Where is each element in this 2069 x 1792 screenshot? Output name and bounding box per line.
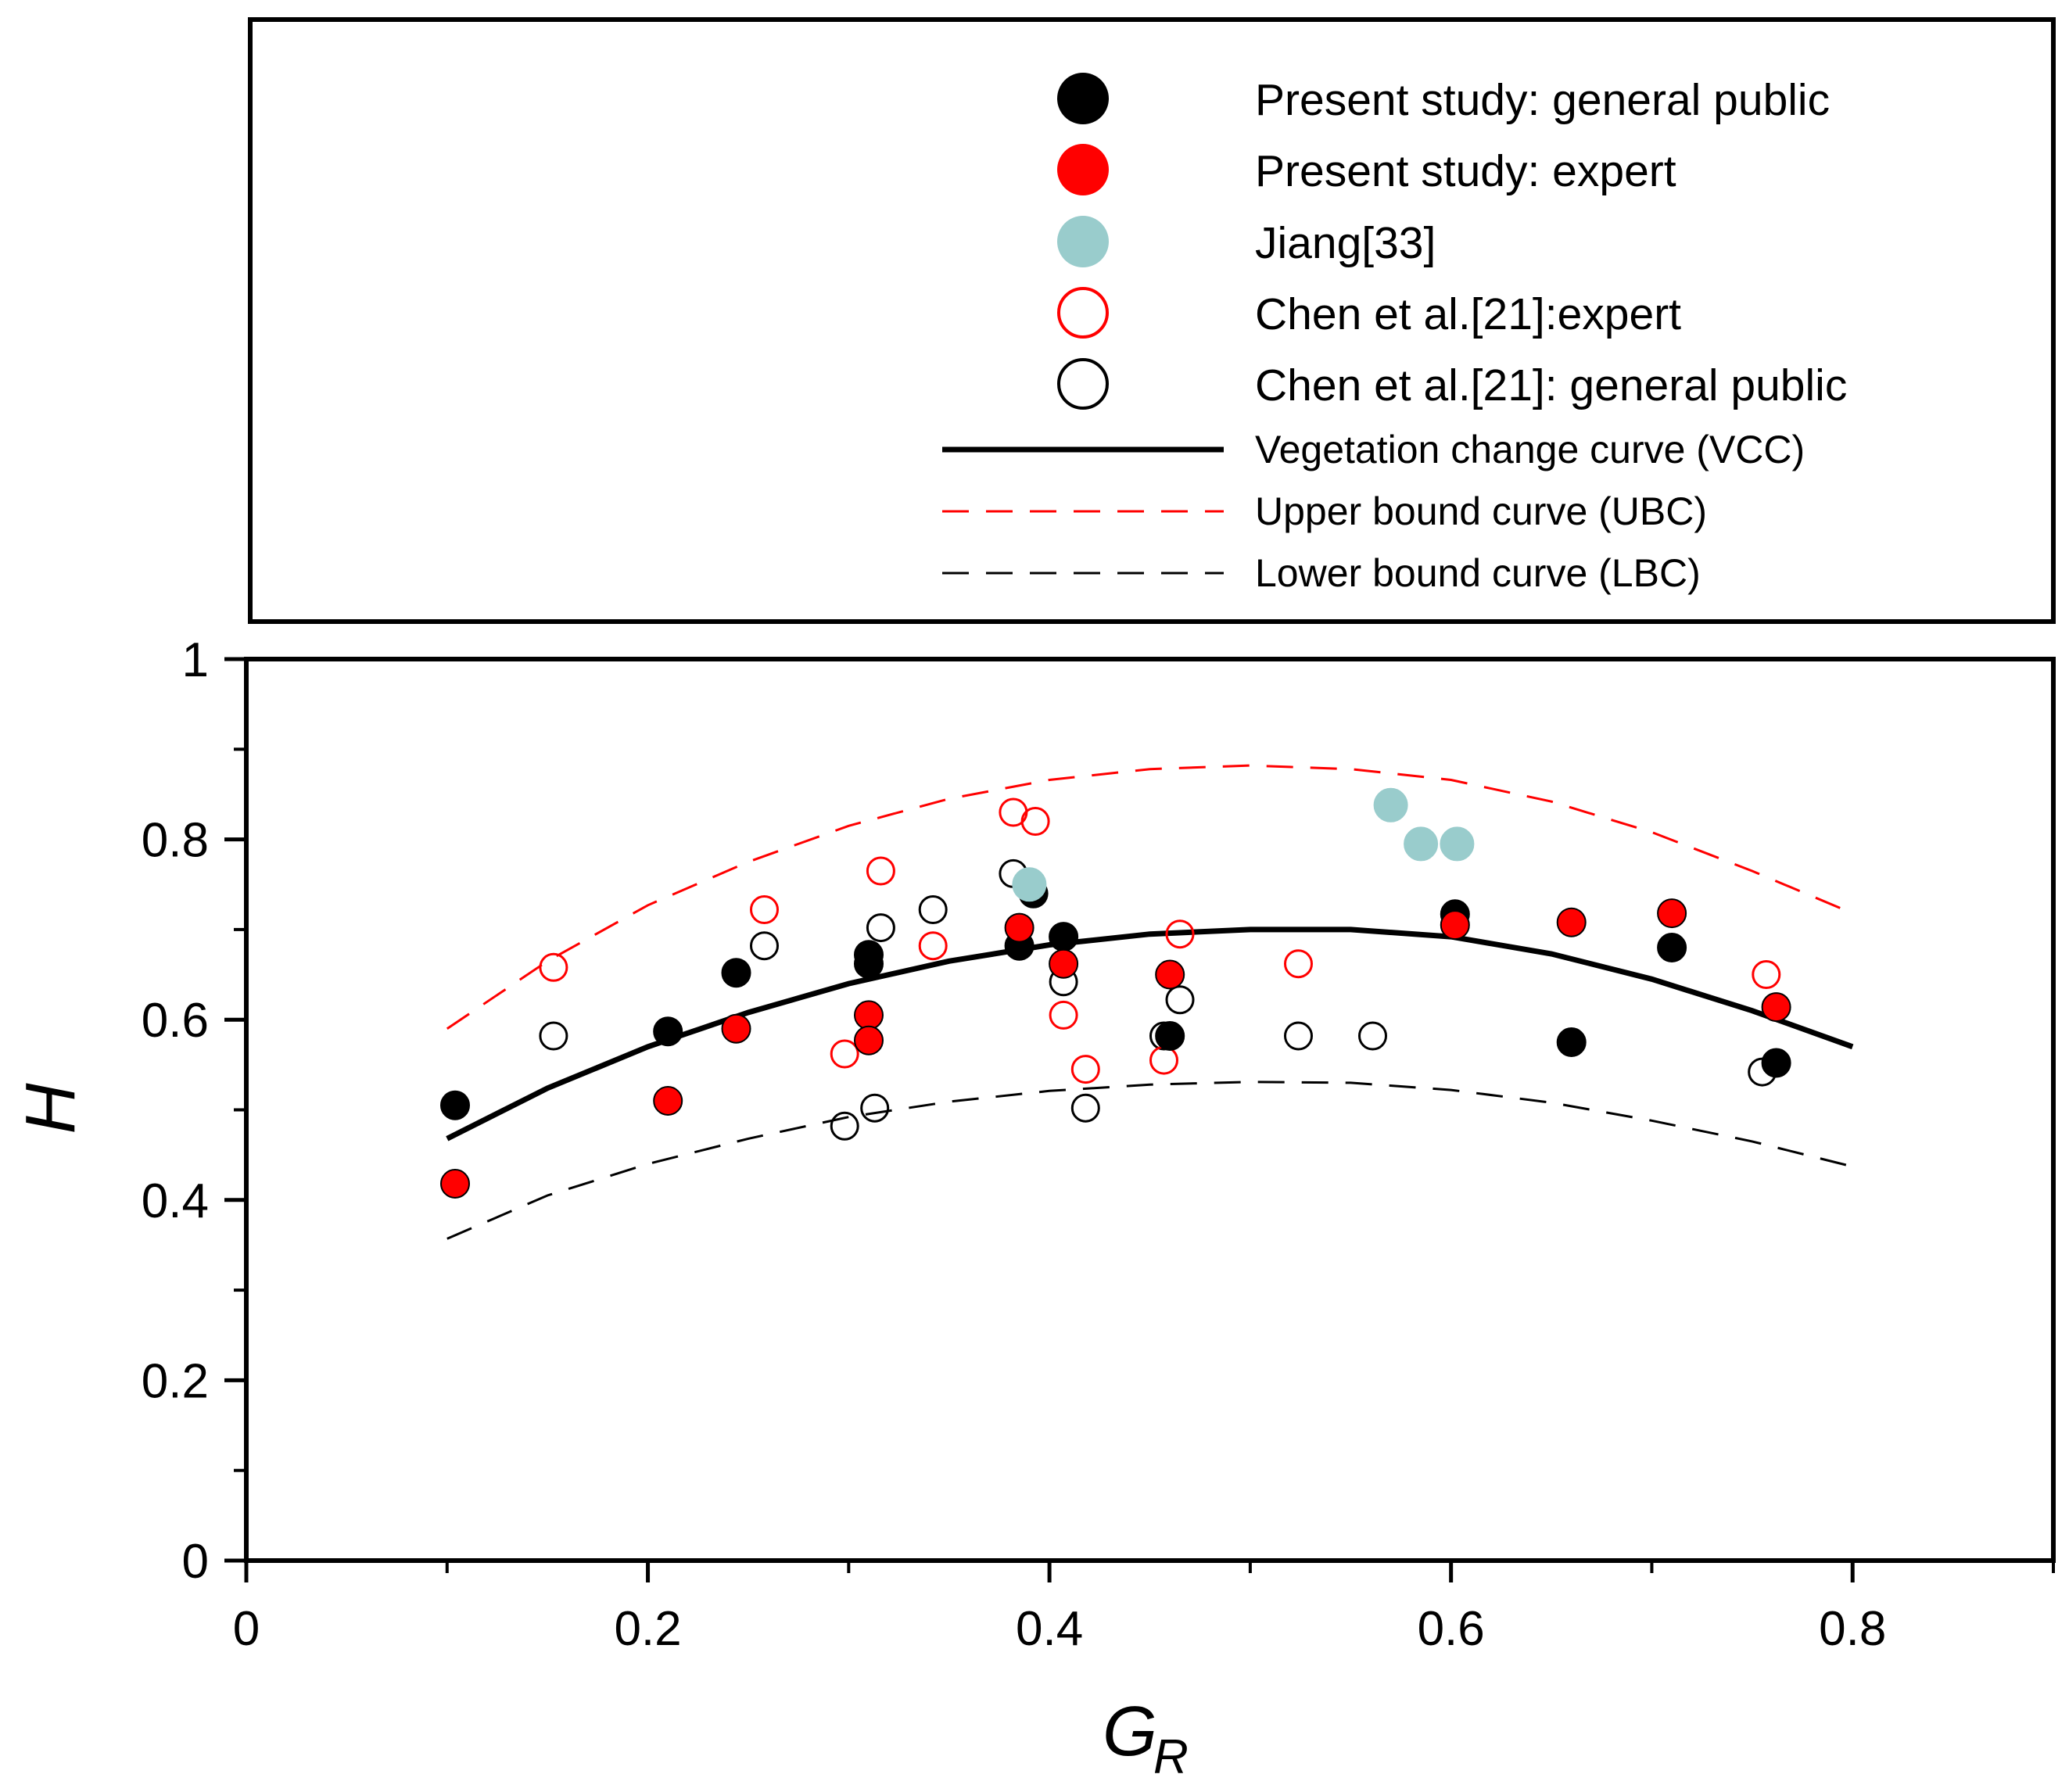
y-tick-label-3: 0.6 <box>142 994 209 1048</box>
y-tick-label-4: 0.8 <box>142 814 209 868</box>
legend-marker-present-expert <box>1057 144 1109 195</box>
legend-marker-present-general <box>1057 73 1109 124</box>
legend-label-jiang: Jiang[33] <box>1255 218 1436 268</box>
point-present-study-expert-10 <box>1657 898 1687 929</box>
point-present-study-general-public-8 <box>1155 1021 1185 1051</box>
y-tick-label-5: 1 <box>182 633 209 687</box>
point-chen-et-al-21-general-public-12 <box>1358 1021 1387 1051</box>
point-present-study-expert-11 <box>1761 992 1791 1023</box>
tick-labels: 0 0.2 0.4 0.6 0.8 0 0.2 0.4 0.6 0.8 1 <box>142 633 1887 1656</box>
point-present-study-general-public-10 <box>1556 1027 1587 1057</box>
plot-area: 0 0.2 0.4 0.6 0.8 0 0.2 0.4 0.6 0.8 1 <box>142 633 2056 1656</box>
point-chen-et-al-21-expert-10 <box>1165 919 1195 949</box>
y-tick-label-1: 0.2 <box>142 1354 209 1408</box>
point-chen-et-al-21-expert-4 <box>918 931 948 961</box>
y-axis-title: H <box>12 1083 90 1134</box>
y-tick-label-0: 0 <box>182 1535 209 1589</box>
point-jiang-33-0 <box>1012 867 1047 902</box>
legend-label-lbc: Lower bound curve (LBC) <box>1255 551 1701 595</box>
point-chen-et-al-21-expert-1 <box>750 895 779 924</box>
point-chen-et-al-21-expert-2 <box>830 1039 859 1069</box>
point-jiang-33-1 <box>1373 787 1408 823</box>
legend-label-chen-expert: Chen et al.[21]:expert <box>1255 289 1681 339</box>
point-present-study-general-public-4 <box>854 948 884 979</box>
legend-label-present-general: Present study: general public <box>1255 75 1830 125</box>
plot-frame <box>244 657 2056 1563</box>
curve-lower-bound-curve-lbc <box>446 1081 1853 1240</box>
legend-marker-chen-expert <box>1057 287 1109 339</box>
point-present-study-general-public-7 <box>1049 922 1079 952</box>
point-present-study-expert-6 <box>1049 948 1079 979</box>
point-present-study-expert-5 <box>1004 912 1034 943</box>
point-chen-et-al-21-expert-8 <box>1070 1055 1100 1084</box>
point-chen-et-al-21-general-public-4 <box>866 913 895 943</box>
data-points <box>440 787 1791 1199</box>
point-chen-et-al-21-general-public-8 <box>1070 1093 1100 1123</box>
point-present-study-general-public-0 <box>440 1090 470 1120</box>
axis-ticks <box>224 657 2055 1582</box>
point-chen-et-al-21-expert-11 <box>1284 949 1313 979</box>
point-present-study-expert-2 <box>721 1013 751 1044</box>
x-axis-title-main: G <box>1103 1693 1157 1771</box>
point-present-study-general-public-2 <box>721 958 751 988</box>
point-chen-et-al-21-expert-9 <box>1149 1045 1178 1075</box>
point-chen-et-al-21-expert-6 <box>1020 807 1050 836</box>
legend-label-ubc: Upper bound curve (UBC) <box>1255 489 1707 533</box>
point-chen-et-al-21-expert-12 <box>1752 960 1781 989</box>
x-tick-label-3: 0.6 <box>1418 1602 1485 1656</box>
legend-label-vcc: Vegetation change curve (VCC) <box>1255 428 1805 471</box>
point-chen-et-al-21-general-public-0 <box>539 1021 568 1051</box>
point-present-study-expert-8 <box>1440 910 1470 941</box>
point-present-study-expert-1 <box>653 1086 683 1116</box>
point-present-study-expert-3 <box>854 1000 884 1030</box>
point-chen-et-al-21-general-public-3 <box>860 1093 890 1123</box>
point-chen-et-al-21-general-public-5 <box>918 895 948 924</box>
y-tick-label-2: 0.4 <box>142 1174 209 1228</box>
x-tick-label-0: 0 <box>233 1602 260 1656</box>
legend-frame <box>248 17 2056 624</box>
point-jiang-33-2 <box>1404 826 1439 862</box>
x-tick-label-4: 0.8 <box>1819 1602 1886 1656</box>
point-chen-et-al-21-expert-7 <box>1049 1000 1078 1030</box>
point-present-study-general-public-11 <box>1657 933 1687 962</box>
x-tick-label-2: 0.4 <box>1016 1602 1083 1656</box>
point-present-study-expert-0 <box>440 1169 470 1199</box>
point-chen-et-al-21-expert-3 <box>866 856 895 886</box>
point-chen-et-al-21-expert-0 <box>539 952 568 982</box>
point-present-study-expert-7 <box>1155 959 1185 990</box>
legend-label-chen-general: Chen et al.[21]: general public <box>1255 360 1847 410</box>
point-chen-et-al-21-general-public-1 <box>750 931 779 961</box>
legend: Present study: general public Present st… <box>248 17 2056 624</box>
x-axis-title: G R <box>1103 1693 1189 1784</box>
x-tick-label-1: 0.2 <box>614 1602 681 1656</box>
point-jiang-33-3 <box>1440 826 1475 862</box>
point-chen-et-al-21-general-public-11 <box>1284 1021 1313 1051</box>
curve-upper-bound-curve-ubc <box>446 764 1853 1030</box>
x-axis-title-subscript: R <box>1153 1730 1189 1784</box>
legend-label-present-expert: Present study: expert <box>1255 146 1676 196</box>
point-chen-et-al-21-general-public-2 <box>830 1111 859 1141</box>
point-present-study-general-public-1 <box>653 1016 683 1047</box>
curves <box>446 764 1854 1240</box>
point-present-study-expert-4 <box>854 1025 884 1055</box>
legend-marker-chen-general <box>1057 358 1109 410</box>
point-present-study-expert-9 <box>1556 907 1587 937</box>
point-present-study-general-public-12 <box>1761 1048 1791 1078</box>
point-chen-et-al-21-general-public-10 <box>1165 985 1195 1015</box>
legend-marker-jiang <box>1057 216 1109 267</box>
